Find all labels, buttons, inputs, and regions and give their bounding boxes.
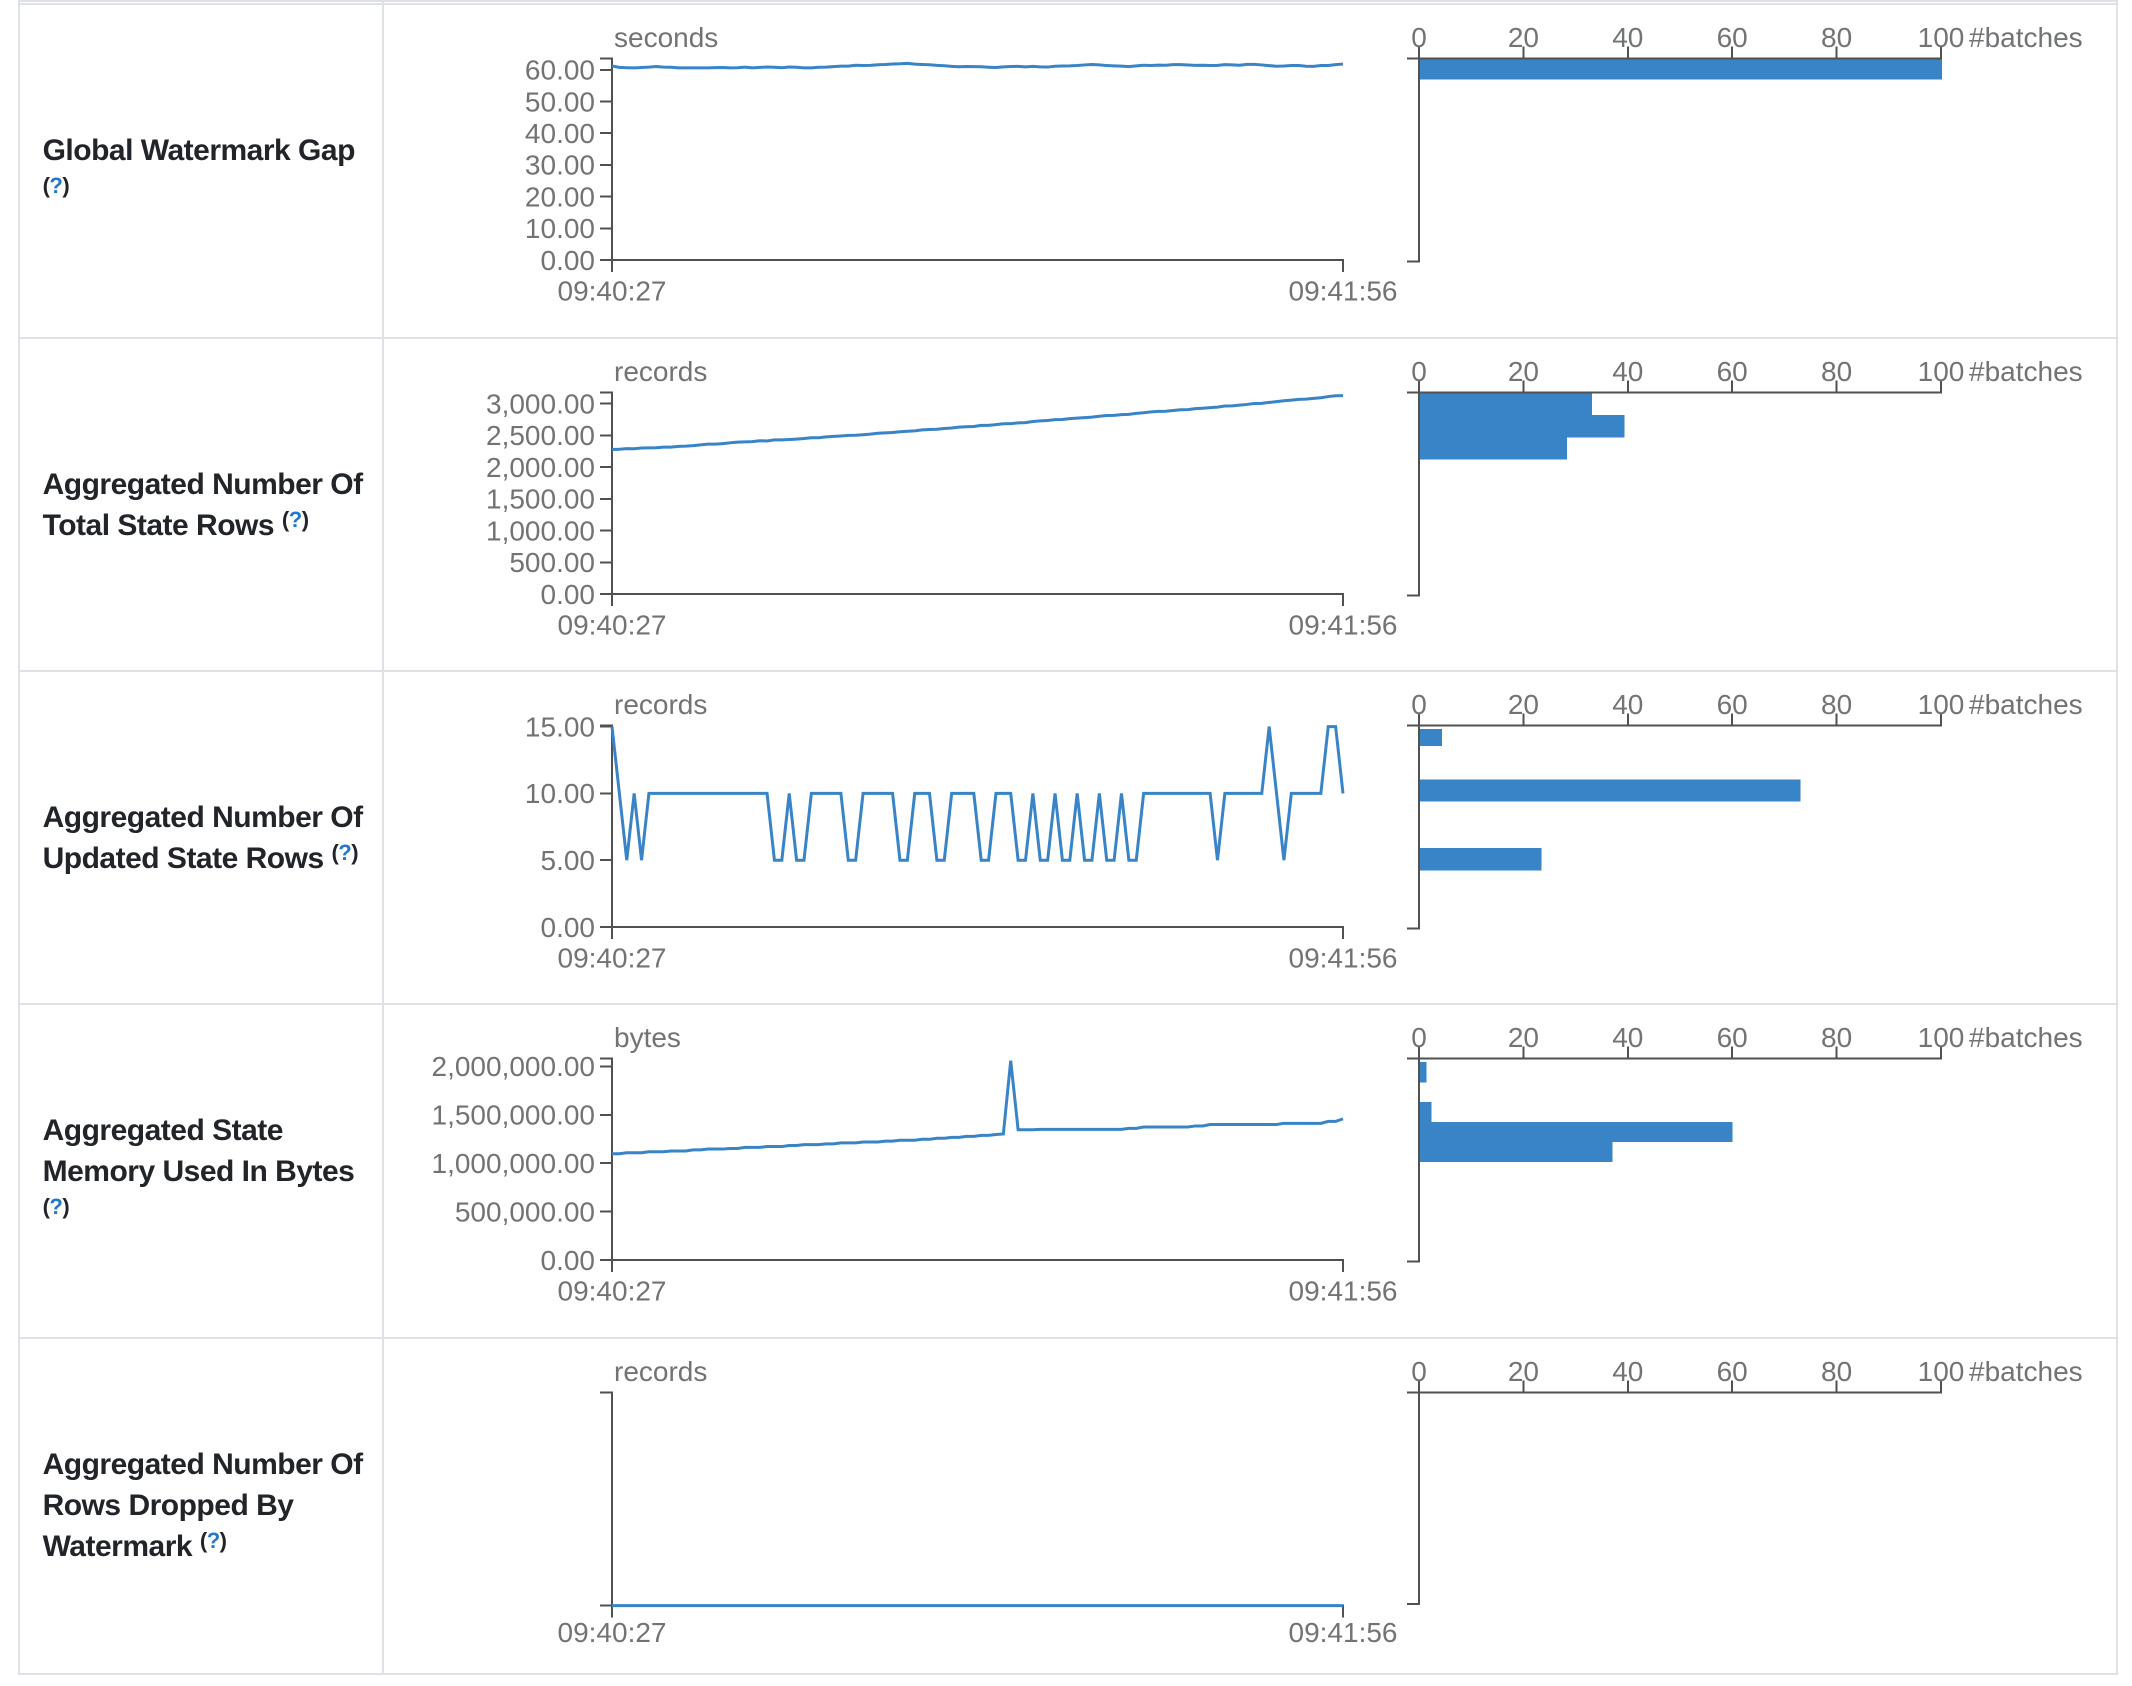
svg-text:40: 40 — [1612, 356, 1643, 387]
svg-text:3,000.00: 3,000.00 — [486, 388, 595, 419]
svg-text:records: records — [614, 1356, 707, 1387]
svg-text:09:40:27: 09:40:27 — [558, 609, 667, 640]
svg-text:#batches: #batches — [1969, 356, 2083, 387]
svg-text:#batches: #batches — [1969, 1356, 2083, 1387]
svg-text:1,500,000.00: 1,500,000.00 — [432, 1100, 596, 1131]
svg-text:09:41:56: 09:41:56 — [1289, 942, 1398, 973]
svg-text:0.00: 0.00 — [541, 1245, 596, 1276]
svg-text:15.00: 15.00 — [525, 711, 595, 742]
svg-text:09:40:27: 09:40:27 — [558, 275, 667, 306]
svg-text:50.00: 50.00 — [525, 86, 595, 117]
svg-text:1,000.00: 1,000.00 — [486, 515, 595, 546]
svg-text:100: 100 — [1918, 22, 1965, 53]
svg-text:#batches: #batches — [1969, 1022, 2083, 1053]
svg-text:40: 40 — [1612, 1022, 1643, 1053]
svg-text:10.00: 10.00 — [525, 778, 595, 809]
svg-text:records: records — [614, 689, 707, 720]
svg-text:20: 20 — [1508, 689, 1539, 720]
svg-text:80: 80 — [1821, 689, 1852, 720]
svg-text:40.00: 40.00 — [525, 118, 595, 149]
svg-text:0.00: 0.00 — [541, 579, 596, 610]
svg-text:#batches: #batches — [1969, 689, 2083, 720]
svg-text:0.00: 0.00 — [541, 245, 596, 276]
svg-text:records: records — [614, 356, 707, 387]
svg-text:0.00: 0.00 — [541, 912, 596, 943]
svg-text:09:40:27: 09:40:27 — [558, 1617, 667, 1648]
svg-text:60: 60 — [1717, 1022, 1748, 1053]
svg-text:60: 60 — [1717, 356, 1748, 387]
svg-text:bytes: bytes — [614, 1022, 681, 1053]
svg-text:0: 0 — [1411, 356, 1427, 387]
svg-text:0: 0 — [1411, 22, 1427, 53]
svg-text:60: 60 — [1717, 22, 1748, 53]
svg-text:100: 100 — [1918, 1022, 1965, 1053]
svg-text:0: 0 — [1411, 1022, 1427, 1053]
svg-text:500.00: 500.00 — [509, 547, 595, 578]
svg-text:2,000,000.00: 2,000,000.00 — [432, 1051, 596, 1082]
svg-text:80: 80 — [1821, 356, 1852, 387]
svg-text:80: 80 — [1821, 1022, 1852, 1053]
svg-text:#batches: #batches — [1969, 22, 2083, 53]
svg-text:09:41:56: 09:41:56 — [1289, 609, 1398, 640]
svg-text:09:41:56: 09:41:56 — [1289, 275, 1398, 306]
svg-text:5.00: 5.00 — [541, 845, 596, 876]
svg-text:seconds: seconds — [614, 22, 718, 53]
svg-text:60: 60 — [1717, 1356, 1748, 1387]
svg-text:09:40:27: 09:40:27 — [558, 1275, 667, 1306]
svg-text:40: 40 — [1612, 1356, 1643, 1387]
svg-text:1,000,000.00: 1,000,000.00 — [432, 1148, 596, 1179]
svg-text:100: 100 — [1918, 356, 1965, 387]
svg-text:30.00: 30.00 — [525, 150, 595, 181]
svg-text:20: 20 — [1508, 22, 1539, 53]
svg-text:20: 20 — [1508, 356, 1539, 387]
svg-text:20: 20 — [1508, 1022, 1539, 1053]
svg-text:2,000.00: 2,000.00 — [486, 452, 595, 483]
svg-text:09:41:56: 09:41:56 — [1289, 1617, 1398, 1648]
svg-text:20.00: 20.00 — [525, 181, 595, 212]
svg-text:0: 0 — [1411, 1356, 1427, 1387]
svg-text:20: 20 — [1508, 1356, 1539, 1387]
svg-text:60: 60 — [1717, 689, 1748, 720]
svg-text:80: 80 — [1821, 1356, 1852, 1387]
svg-text:09:40:27: 09:40:27 — [558, 942, 667, 973]
svg-text:2,500.00: 2,500.00 — [486, 420, 595, 451]
svg-text:1,500.00: 1,500.00 — [486, 484, 595, 515]
svg-text:09:41:56: 09:41:56 — [1289, 1275, 1398, 1306]
svg-text:100: 100 — [1918, 1356, 1965, 1387]
svg-text:80: 80 — [1821, 22, 1852, 53]
svg-text:10.00: 10.00 — [525, 213, 595, 244]
svg-text:40: 40 — [1612, 22, 1643, 53]
svg-text:60.00: 60.00 — [525, 55, 595, 86]
svg-text:100: 100 — [1918, 689, 1965, 720]
svg-text:0: 0 — [1411, 689, 1427, 720]
svg-text:500,000.00: 500,000.00 — [455, 1196, 595, 1227]
svg-text:40: 40 — [1612, 689, 1643, 720]
